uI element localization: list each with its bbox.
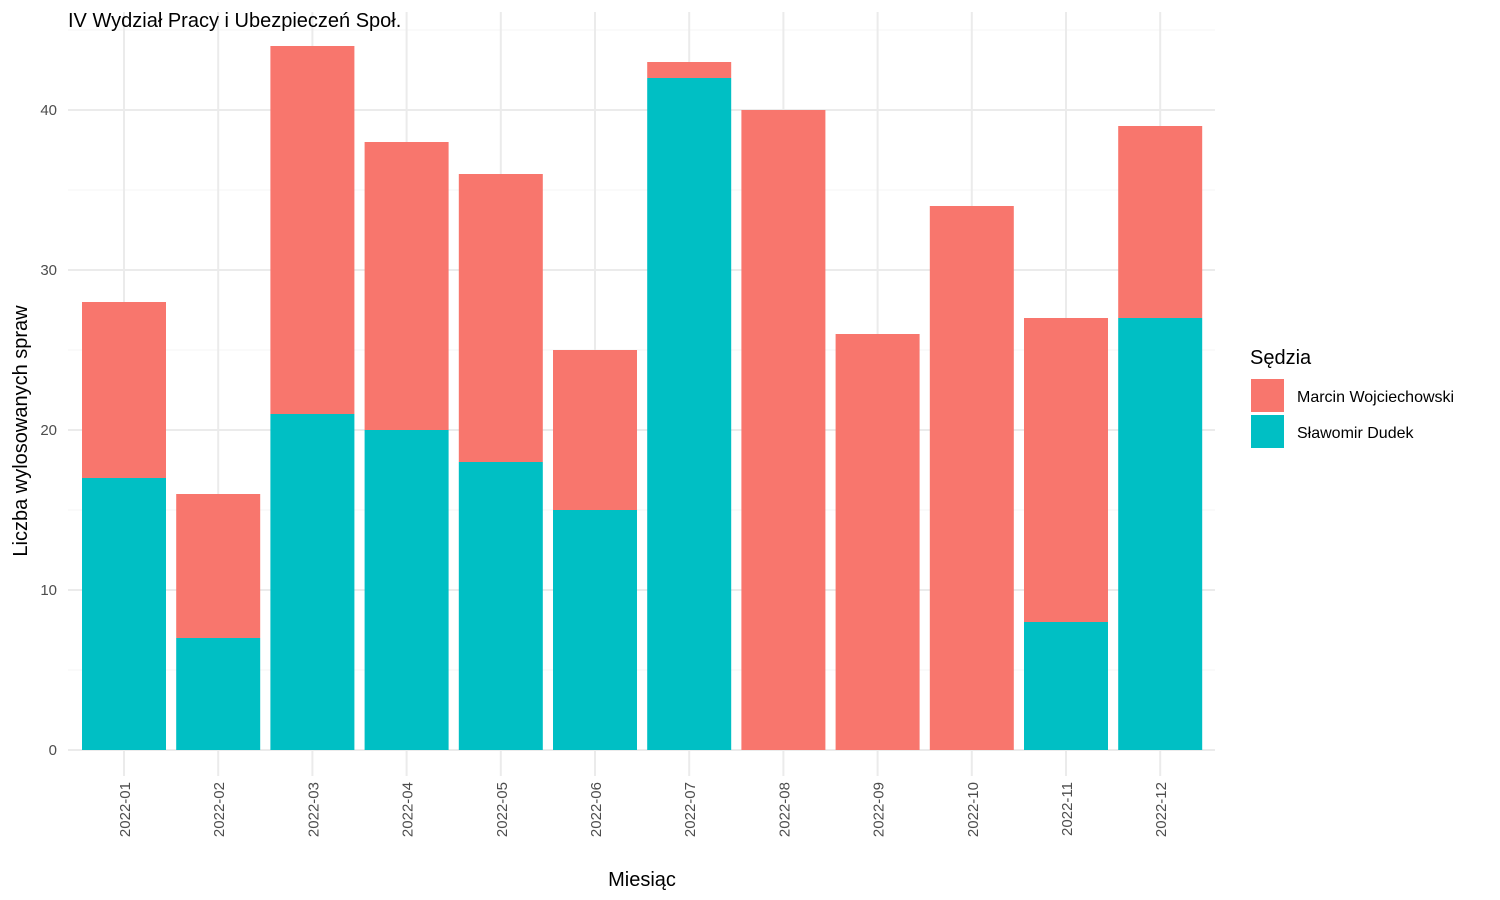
bar-2022-04-marcin-wojciechowski [364, 142, 449, 430]
bar-2022-05-sławomir-dudek [458, 462, 543, 750]
x-tick-label: 2022-01 [117, 782, 134, 837]
bar-2022-07-sławomir-dudek [647, 78, 732, 750]
bar-2022-02-sławomir-dudek [176, 638, 261, 750]
x-tick-label: 2022-10 [965, 782, 982, 837]
y-tick-label: 20 [40, 422, 57, 439]
bar-2022-06-marcin-wojciechowski [553, 350, 637, 510]
chart-title: IV Wydział Pracy i Ubezpieczeń Społ. [68, 10, 401, 32]
x-tick-label: 2022-04 [400, 782, 417, 837]
x-tick-label: 2022-06 [588, 782, 605, 837]
x-tick-label: 2022-11 [1059, 782, 1076, 836]
x-tick-label: 2022-05 [494, 782, 511, 837]
bar-2022-11-marcin-wojciechowski [1024, 318, 1108, 622]
bar-2022-07-marcin-wojciechowski [647, 62, 732, 78]
y-tick-label: 10 [40, 582, 57, 599]
bar-2022-06-sławomir-dudek [553, 510, 637, 750]
legend-key [1251, 379, 1284, 412]
bar-2022-01-sławomir-dudek [82, 478, 166, 750]
legend-key [1251, 415, 1284, 448]
y-tick-label: 0 [49, 742, 57, 759]
bar-2022-05-marcin-wojciechowski [458, 174, 543, 462]
bar-2022-03-sławomir-dudek [270, 414, 355, 750]
bars [82, 46, 1203, 750]
x-tick-label: 2022-08 [776, 782, 793, 837]
y-tick-label: 40 [40, 102, 57, 119]
x-tick-label: 2022-03 [305, 782, 322, 837]
legend: Sędzia Marcin Wojciechowski Sławomir Dude… [1250, 347, 1454, 448]
bar-2022-12-sławomir-dudek [1118, 318, 1203, 750]
bar-2022-09-marcin-wojciechowski [835, 334, 920, 750]
bar-2022-03-marcin-wojciechowski [270, 46, 355, 414]
legend-label: Marcin Wojciechowski [1297, 389, 1454, 406]
bar-2022-04-sławomir-dudek [364, 430, 449, 750]
x-tick-label: 2022-02 [211, 782, 228, 837]
bar-2022-10-marcin-wojciechowski [929, 206, 1014, 750]
x-axis-ticks: 2022-01 2022-02 2022-03 2022-04 2022-05 2022-… [117, 782, 1170, 837]
y-axis-ticks: 0 10 20 30 40 [40, 102, 57, 759]
bar-2022-12-marcin-wojciechowski [1118, 126, 1203, 318]
legend-label: Sławomir Dudek [1297, 425, 1414, 442]
bar-2022-01-marcin-wojciechowski [82, 302, 166, 478]
bar-2022-11-sławomir-dudek [1024, 622, 1108, 750]
x-tick-label: 2022-07 [682, 782, 699, 837]
bar-2022-08-marcin-wojciechowski [741, 110, 826, 750]
bar-2022-02-marcin-wojciechowski [176, 494, 261, 638]
x-axis-title: Miesiąc [608, 869, 676, 891]
legend-title: Sędzia [1250, 347, 1312, 369]
y-axis-title: Liczba wylosowanych spraw [10, 305, 32, 557]
y-tick-label: 30 [40, 262, 57, 279]
x-tick-label: 2022-12 [1153, 782, 1170, 837]
x-tick-label: 2022-09 [871, 782, 888, 837]
